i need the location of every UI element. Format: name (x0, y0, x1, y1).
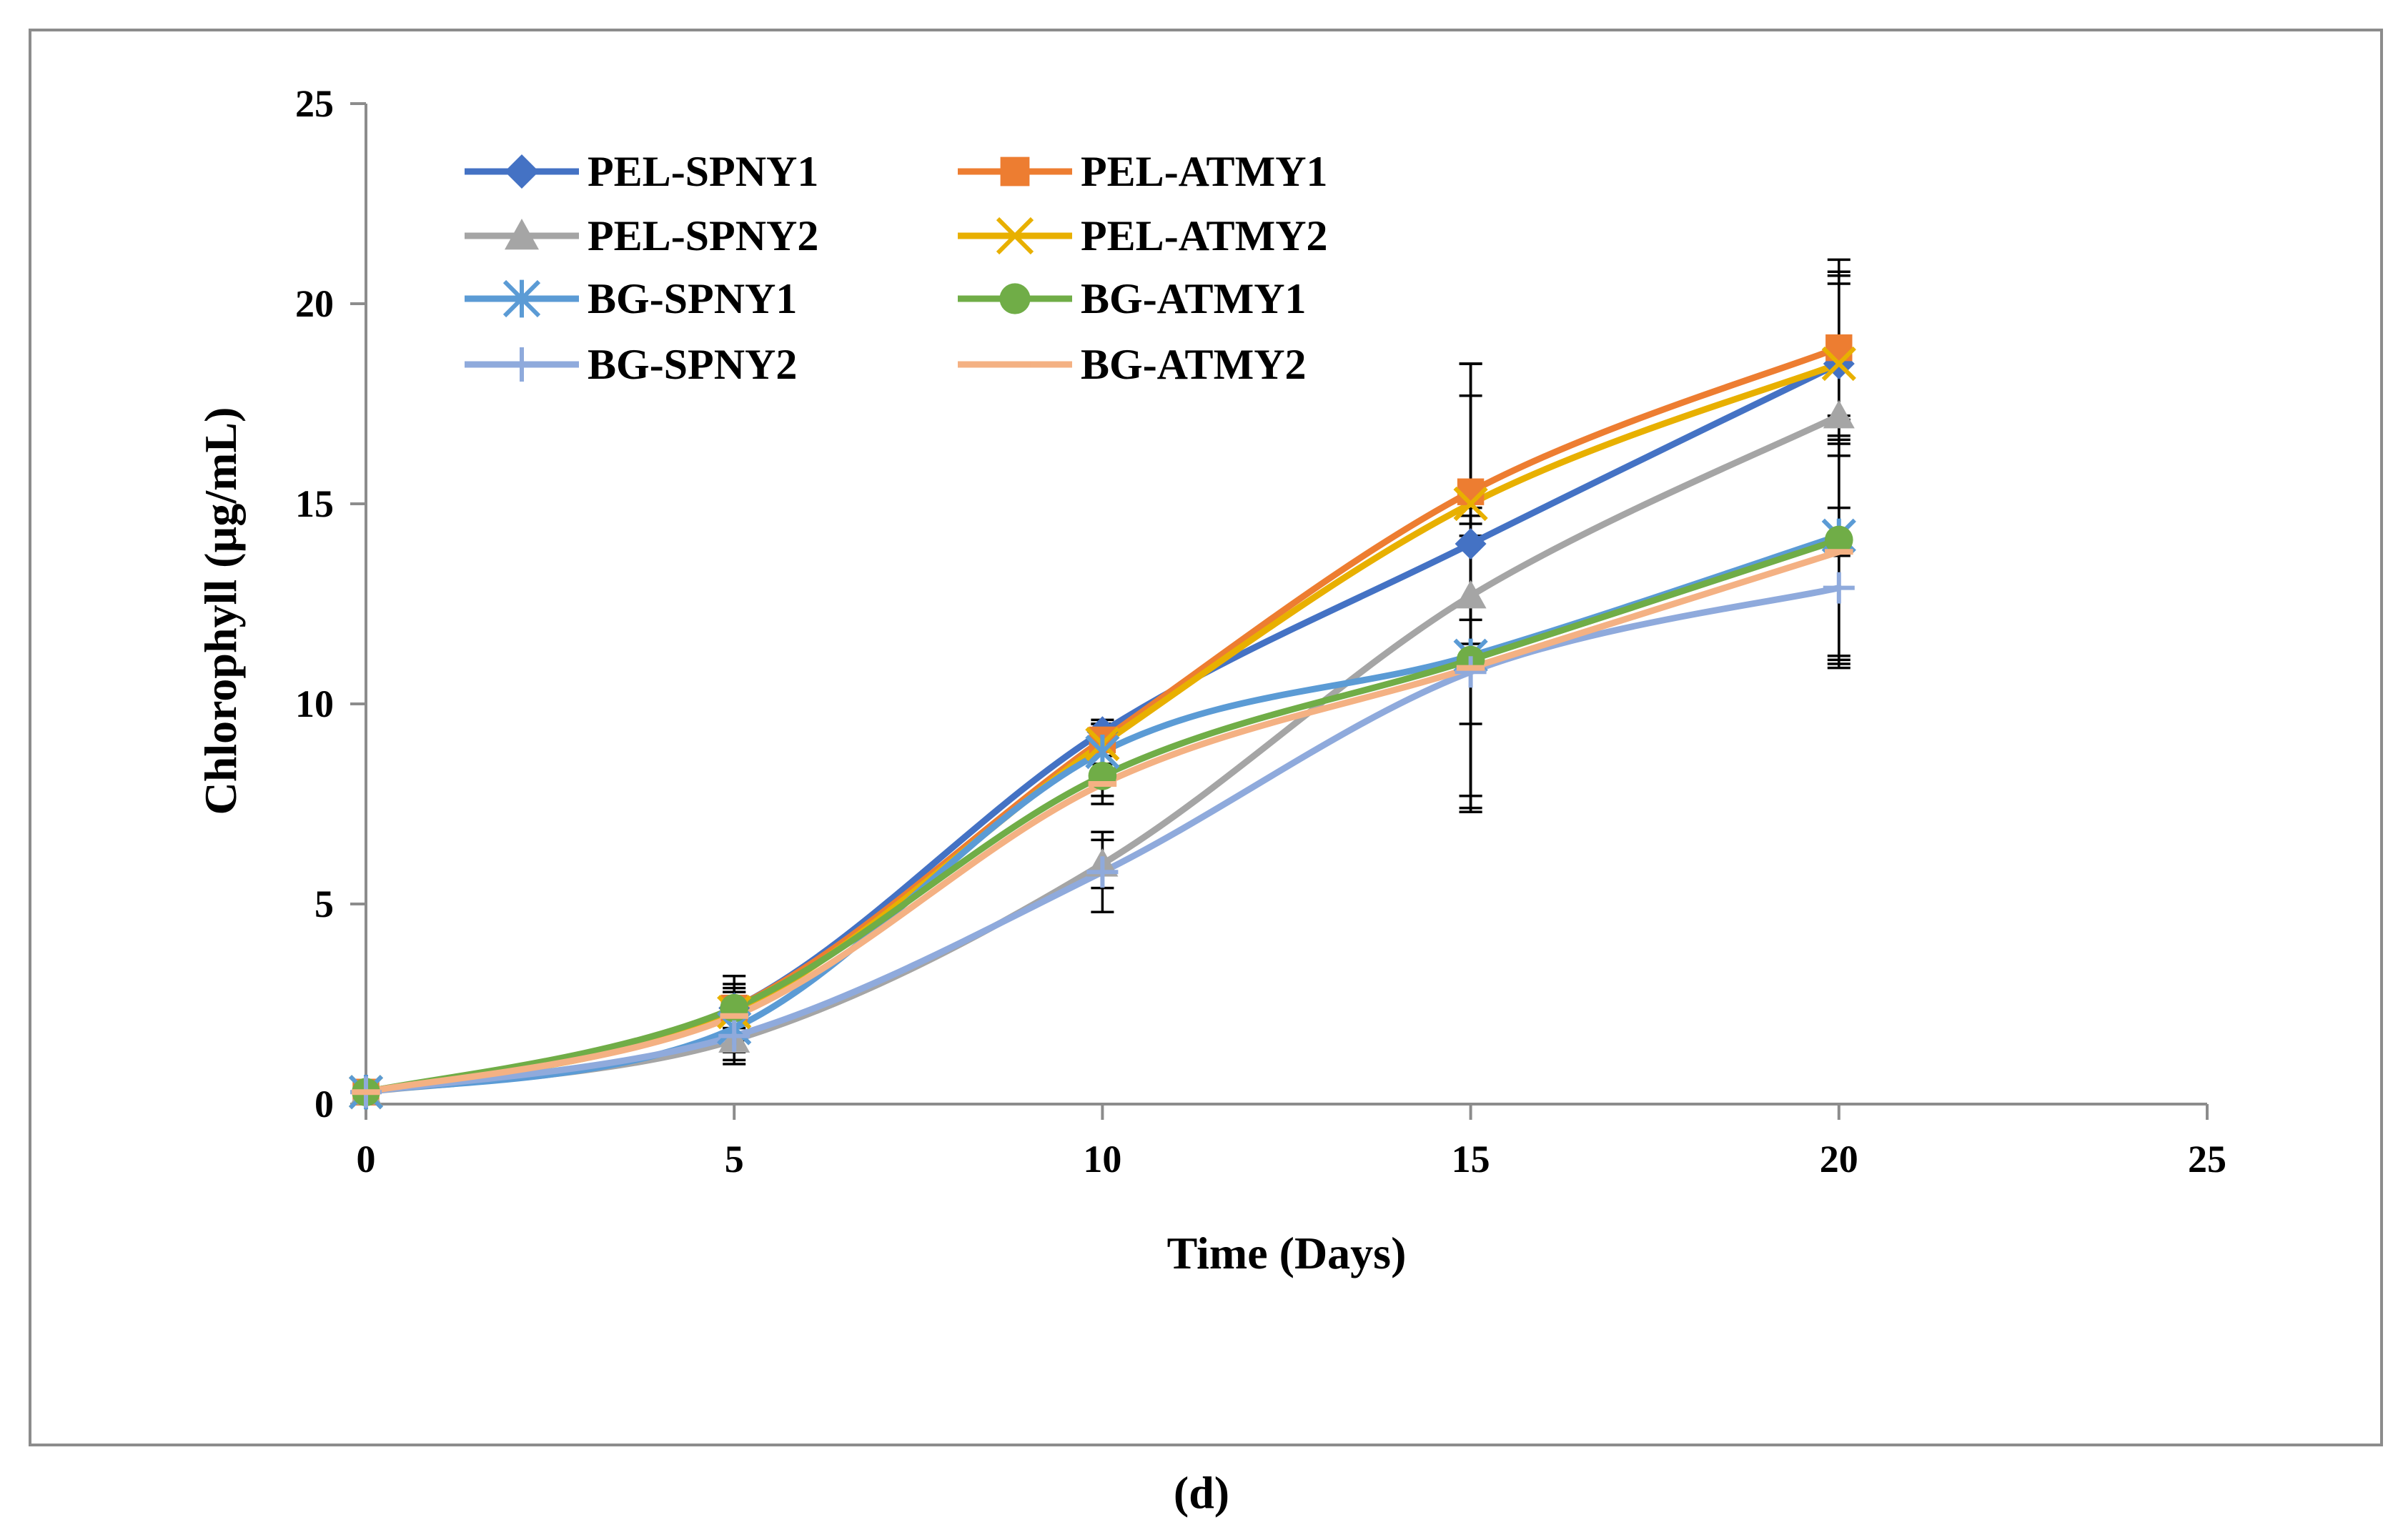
legend-label: BG-ATMY1 (1081, 275, 1307, 322)
legend-marker (502, 279, 541, 318)
data-point (1455, 528, 1487, 560)
data-point (1086, 856, 1119, 888)
series-markers (348, 334, 1856, 1110)
data-point (1455, 580, 1487, 609)
x-axis-title: Time (Days) (1167, 1228, 1407, 1278)
y-tick-label: 10 (295, 682, 334, 725)
legend-marker (505, 347, 539, 382)
y-tick-label: 0 (314, 1083, 334, 1126)
y-axis-title: Chlorophyll (µg/mL) (195, 407, 246, 815)
legend-label: PEL-ATMY2 (1081, 212, 1328, 259)
data-point (1825, 525, 1853, 555)
legend-label: BG-ATMY2 (1081, 341, 1307, 388)
x-tick-label: 0 (357, 1138, 376, 1181)
legend-item: BG-ATMY2 (958, 341, 1307, 388)
legend-label: PEL-SPNY1 (588, 148, 818, 195)
legend-item: PEL-ATMY1 (958, 148, 1328, 195)
y-tick-label: 5 (314, 883, 334, 925)
legend-label: BG-SPNY2 (588, 341, 797, 388)
legend-marker (1000, 157, 1030, 187)
x-tick-label: 5 (725, 1138, 744, 1181)
legend-marker (505, 154, 539, 189)
legend-item: BG-SPNY2 (465, 341, 797, 388)
x-tick-label: 20 (1820, 1138, 1858, 1181)
y-tick-label: 20 (295, 282, 334, 325)
data-point (1823, 399, 1855, 429)
data-point (1457, 478, 1485, 505)
legend-item: BG-ATMY1 (958, 275, 1307, 322)
legend-label: PEL-SPNY2 (588, 212, 818, 259)
legend-item: BG-SPNY1 (465, 275, 797, 322)
figure-caption: (d) (1174, 1467, 1229, 1518)
data-point (1821, 346, 1856, 382)
legend-item: PEL-SPNY1 (465, 148, 818, 195)
legend-label: BG-SPNY1 (588, 275, 797, 322)
legend-marker (996, 217, 1034, 255)
x-tick-label: 10 (1083, 1138, 1121, 1181)
legend: PEL-SPNY1 PEL-ATMY1 PEL-SPNY2 PEL-ATMY2 BG-S… (465, 148, 1328, 388)
data-point (718, 1020, 750, 1052)
x-tick-label: 25 (2188, 1138, 2226, 1181)
legend-label: PEL-ATMY1 (1081, 148, 1328, 195)
y-tick-label: 15 (295, 482, 334, 525)
data-point (1455, 656, 1487, 688)
tick-labels: 0 5 10 15 20 25 0 5 10 15 20 25 (295, 82, 2226, 1181)
legend-item: PEL-SPNY2 (465, 212, 818, 259)
legend-item: PEL-ATMY2 (958, 212, 1328, 259)
data-point (1453, 486, 1488, 522)
data-point (1823, 572, 1855, 604)
x-tick-label: 15 (1452, 1138, 1490, 1181)
legend-marker (999, 283, 1031, 314)
y-tick-label: 25 (295, 82, 334, 125)
legend-marker (505, 219, 539, 250)
